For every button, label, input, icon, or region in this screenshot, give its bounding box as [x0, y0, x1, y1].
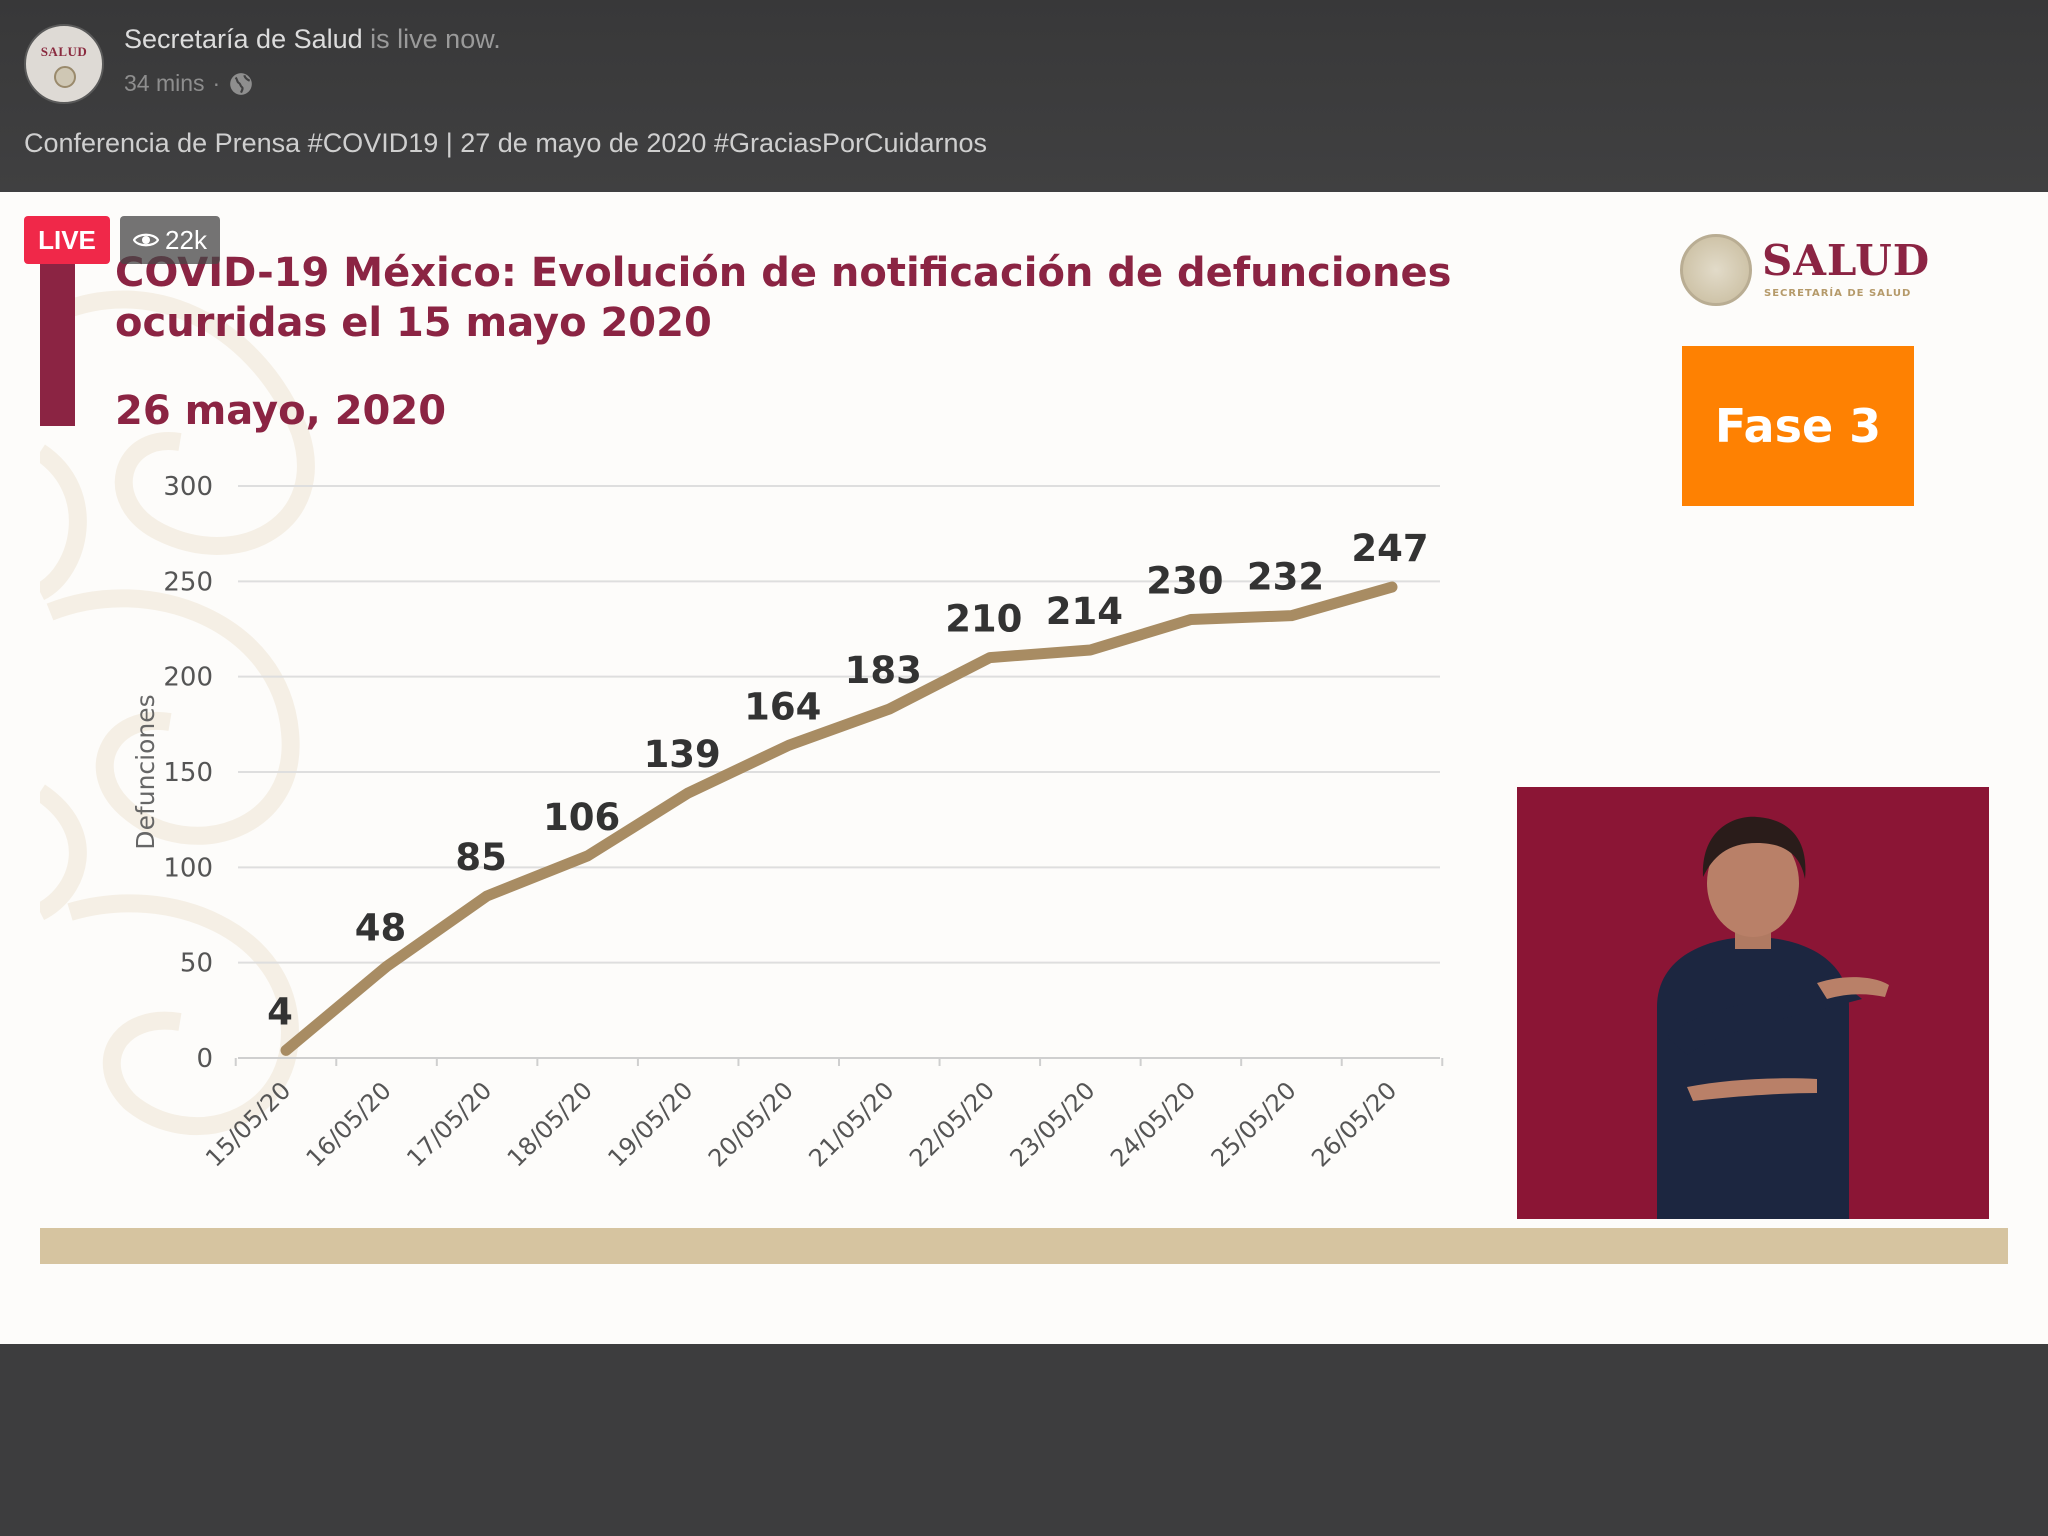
y-tick-label: 250: [163, 567, 213, 597]
x-tick-label: 25/05/20: [1206, 1076, 1302, 1172]
y-tick-label: 150: [163, 758, 213, 788]
avatar-logo-text: SALUD: [40, 44, 88, 59]
data-point: [984, 652, 995, 663]
sign-language-interpreter: [1517, 787, 1989, 1219]
data-label: 85: [455, 836, 507, 879]
y-tick-label: 0: [196, 1044, 213, 1074]
data-label: 183: [845, 649, 922, 692]
y-tick-label: 100: [163, 853, 213, 883]
data-point: [281, 1045, 291, 1056]
slide-date: 26 mayo, 2020: [115, 388, 447, 434]
series-line: [280, 581, 1398, 1056]
x-tick-label: 20/05/20: [703, 1076, 799, 1172]
data-label: 164: [744, 685, 821, 728]
seal-icon: [54, 66, 76, 88]
data-label: 232: [1247, 556, 1324, 599]
x-tick-label: 18/05/20: [502, 1076, 598, 1172]
data-point: [884, 704, 895, 715]
national-seal-icon: [1680, 234, 1752, 306]
salud-logo: SALUD SECRETARÍA DE SALUD: [1680, 226, 1930, 306]
y-tick-label: 300: [163, 472, 213, 502]
phase-label: Fase 3: [1714, 399, 1882, 453]
data-point: [482, 890, 493, 901]
page-name-line: Secretaría de Salud is live now.: [124, 24, 501, 55]
data-point: [1387, 582, 1397, 593]
data-label: 106: [543, 796, 620, 839]
live-badge: LIVE: [24, 216, 110, 264]
viewer-count: 22k: [165, 224, 207, 255]
post-timestamp[interactable]: 34 mins: [124, 70, 205, 96]
slide-title: COVID-19 México: Evolución de notificaci…: [115, 250, 1452, 346]
data-label: 214: [1046, 590, 1123, 633]
data-label: 230: [1146, 559, 1223, 602]
data-point: [1085, 644, 1096, 655]
eye-icon: [133, 233, 160, 247]
viewer-count-badge: 22k: [120, 216, 220, 264]
x-tick-label: 23/05/20: [1005, 1076, 1101, 1172]
post-header: SALUD Secretaría de Salud is live now. 3…: [0, 0, 2048, 192]
data-point: [683, 787, 694, 798]
x-tick-label: 19/05/20: [602, 1076, 698, 1172]
salud-logo-word: SALUD: [1762, 236, 1931, 285]
data-label: 139: [644, 733, 721, 776]
meta-separator: ·: [212, 70, 221, 96]
x-tick-label: 15/05/20: [200, 1076, 296, 1172]
data-label: 4: [267, 990, 293, 1033]
data-point: [783, 740, 794, 751]
live-status-text: is live now.: [362, 24, 501, 54]
footer-band: [40, 1228, 2008, 1264]
page-avatar[interactable]: SALUD: [24, 24, 104, 104]
title-accent-bar: [40, 264, 75, 426]
background-pattern: [40, 290, 315, 1135]
data-point: [1185, 614, 1196, 625]
phase-badge: Fase 3: [1682, 346, 1914, 506]
globe-icon: [230, 72, 253, 95]
x-tick-label: 21/05/20: [803, 1076, 899, 1172]
x-tick-label: 16/05/20: [301, 1076, 397, 1172]
data-label: 48: [355, 906, 407, 949]
y-axis-label: Defunciones: [131, 694, 160, 849]
x-tick-label: 26/05/20: [1306, 1076, 1402, 1172]
x-tick-label: 17/05/20: [401, 1076, 497, 1172]
y-tick-label: 200: [163, 663, 213, 693]
data-point: [381, 961, 392, 972]
post-caption: Conferencia de Prensa #COVID19 | 27 de m…: [24, 128, 988, 158]
page-name-link[interactable]: Secretaría de Salud: [124, 24, 363, 54]
x-tick-label: 22/05/20: [904, 1076, 1000, 1172]
y-tick-label: 50: [180, 949, 213, 979]
x-tick-label: 24/05/20: [1105, 1076, 1201, 1172]
data-label: 210: [945, 598, 1022, 641]
data-point: [1286, 610, 1297, 621]
video-slide[interactable]: COVID-19 México: Evolución de notificaci…: [0, 192, 2048, 1344]
data-label: 247: [1351, 527, 1428, 570]
post-meta: 34 mins ·: [124, 70, 254, 97]
interpreter-figure: [1657, 816, 1889, 1219]
salud-logo-subtitle: SECRETARÍA DE SALUD: [1764, 288, 1912, 299]
data-point: [582, 850, 593, 861]
